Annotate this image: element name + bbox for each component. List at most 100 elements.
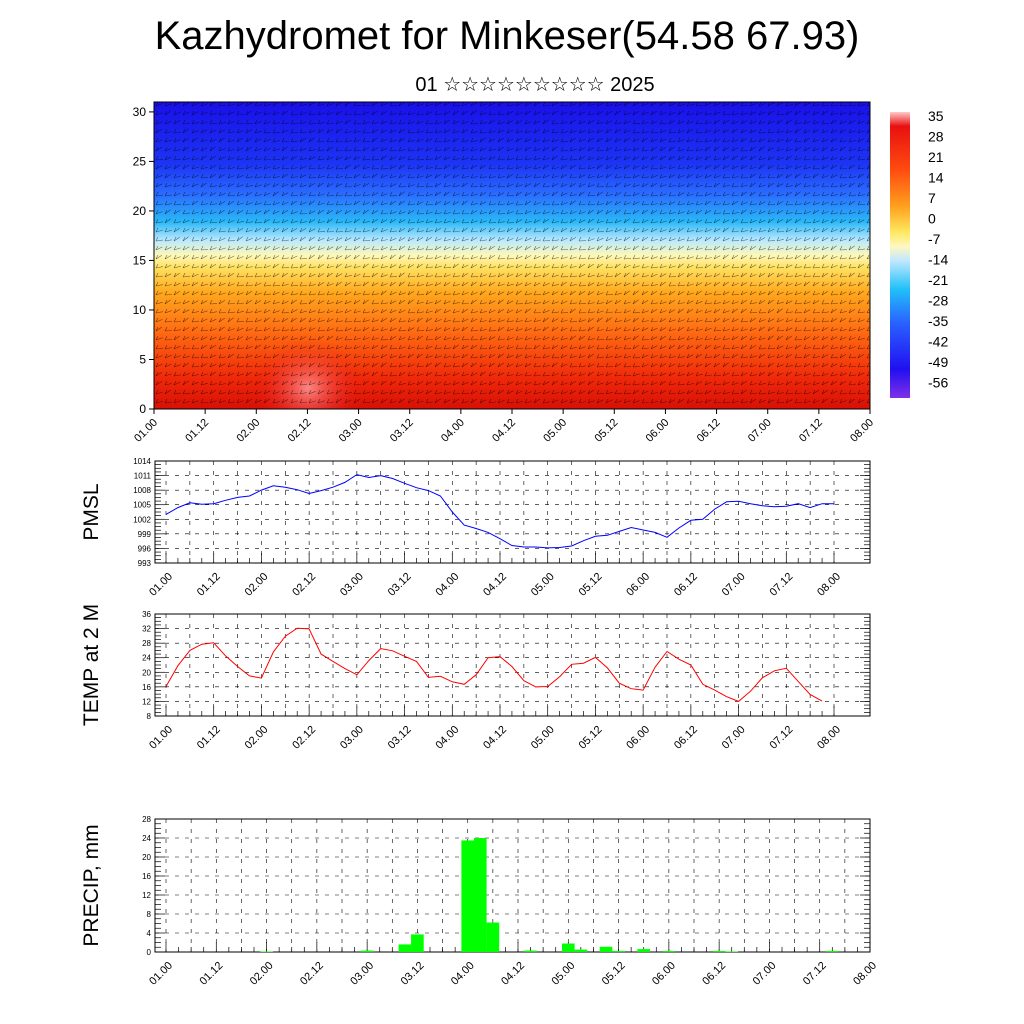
x-tick-label: 04.00	[449, 960, 477, 988]
x-tick-label: 01.00	[147, 960, 175, 988]
x-tick-label: 03.00	[338, 724, 366, 752]
precip-bar	[524, 950, 537, 952]
x-tick-label: 05.12	[577, 724, 605, 752]
y-tick-label: 8	[147, 712, 152, 721]
y-tick-label: 28	[142, 639, 151, 648]
temp-line	[165, 627, 823, 702]
x-tick-label: 05.00	[529, 571, 557, 599]
precip-bar	[826, 951, 839, 952]
x-tick-label: 02.12	[290, 571, 318, 599]
x-tick-label: 05.00	[529, 724, 557, 752]
precip-bar	[599, 946, 613, 952]
colorbar-label: 7	[928, 190, 936, 206]
chart-subtitle: 01 ☆☆☆☆☆☆☆☆☆ 2025	[415, 74, 655, 96]
x-tick-label: 03.12	[386, 724, 414, 752]
precip-bar	[712, 951, 726, 952]
precip-bar	[574, 949, 588, 952]
x-tick-label: 05.00	[541, 417, 569, 445]
x-tick-label: 07.12	[767, 571, 795, 599]
colorbar-label: 35	[928, 108, 944, 124]
x-tick-label: 04.12	[490, 417, 518, 445]
x-tick-label: 06.12	[672, 724, 700, 752]
y-tick-label: 16	[142, 683, 151, 692]
x-tick-label: 04.00	[433, 571, 461, 599]
colorbar: 35 28 21 14 7 0 -7 -14 -21 -28 -35 -42 -49 -56	[890, 108, 948, 398]
precip-bar	[637, 949, 650, 952]
x-tick-label: 08.00	[815, 724, 843, 752]
x-tick-label: 07.12	[801, 960, 829, 988]
precip-bar	[725, 951, 738, 952]
y-axis-title: TEMP at 2 M	[80, 604, 103, 726]
y-tick-label: 1002	[133, 515, 151, 524]
colorbar-label: -49	[928, 354, 948, 370]
x-tick-label: 02.00	[248, 960, 276, 988]
x-tick-label: 06.12	[695, 417, 723, 445]
panel-frame	[154, 613, 871, 717]
x-tick-label: 07.00	[720, 571, 748, 599]
x-tick-label: 02.00	[234, 417, 262, 445]
precip-bar	[486, 922, 500, 952]
x-tick-label: 06.00	[624, 571, 652, 599]
y-tick-label: 10	[133, 303, 147, 317]
y-tick-label: 24	[142, 834, 151, 843]
x-tick-label: 06.12	[700, 960, 728, 988]
precip-chart: 0 4 8 12 16 20 24 28 01.00 01.12 02.00 02.12 03.00 03…	[80, 815, 879, 988]
colorbar-label: -56	[928, 375, 948, 391]
x-tick-label: 02.00	[243, 724, 271, 752]
precip-bar	[662, 951, 676, 952]
colorbar-label: -28	[928, 293, 948, 309]
x-tick-label: 01.12	[195, 724, 223, 752]
colorbar-label: -7	[928, 231, 941, 247]
precip-bar	[398, 944, 412, 952]
y-tick-label: 30	[133, 105, 147, 119]
x-tick-label: 06.00	[644, 417, 672, 445]
x-tick-label: 01.00	[147, 724, 175, 752]
colorbar-label: -35	[928, 313, 948, 329]
precip-bar	[260, 951, 273, 952]
x-tick-label: 01.00	[132, 417, 160, 445]
y-tick-label: 1005	[133, 501, 151, 510]
x-tick-label: 02.00	[243, 571, 271, 599]
x-tick-label: 02.12	[290, 724, 318, 752]
x-tick-label: 08.00	[851, 960, 879, 988]
x-tick-label: 04.12	[499, 960, 527, 988]
x-tick-label: 07.00	[751, 960, 779, 988]
y-tick-label: 0	[139, 402, 146, 416]
grid	[155, 818, 871, 953]
x-tick-label: 06.12	[672, 571, 700, 599]
y-tick-label: 5	[139, 352, 146, 366]
colorbar-gradient	[890, 112, 910, 398]
y-tick-label: 20	[142, 668, 151, 677]
colorbar-label: -14	[928, 252, 948, 268]
panel-frame	[154, 818, 871, 953]
y-tick-label: 993	[138, 559, 152, 568]
y-tick-label: 28	[142, 815, 151, 824]
x-tick-label: 08.00	[815, 571, 843, 599]
y-tick-label: 999	[138, 530, 152, 539]
y-tick-label: 1008	[133, 486, 151, 495]
x-tick-label: 01.12	[195, 571, 223, 599]
x-tick-label: 03.00	[338, 571, 366, 599]
x-tick-label: 08.00	[848, 417, 876, 445]
x-tick-label: 03.12	[399, 960, 427, 988]
x-tick-label: 05.00	[549, 960, 577, 988]
x-tick-label: 01.12	[197, 960, 225, 988]
y-tick-label: 12	[142, 891, 151, 900]
pmsl-line	[165, 474, 834, 549]
x-tick-label: 07.12	[797, 417, 825, 445]
x-tick-label: 04.00	[433, 724, 461, 752]
precip-bar	[612, 951, 625, 952]
y-tick-label: 0	[147, 948, 152, 957]
x-tick-label: 07.00	[746, 417, 774, 445]
x-tick-label: 03.00	[337, 417, 365, 445]
colorbar-label: -21	[928, 272, 948, 288]
y-axis-title: PRECIP, mm	[80, 824, 103, 946]
x-tick-label: 03.12	[388, 417, 416, 445]
temp-2m-chart: 8 12 16 20 24 28 32 36 01.00 01.12 02.00 02.12 03.00…	[80, 604, 871, 752]
x-tick-label: 06.00	[624, 724, 652, 752]
colorbar-label: 28	[928, 129, 944, 145]
x-tick-label: 06.00	[650, 960, 678, 988]
y-tick-label: 25	[133, 154, 147, 168]
y-axis-title: PMSL	[80, 483, 103, 540]
grid	[155, 613, 870, 717]
